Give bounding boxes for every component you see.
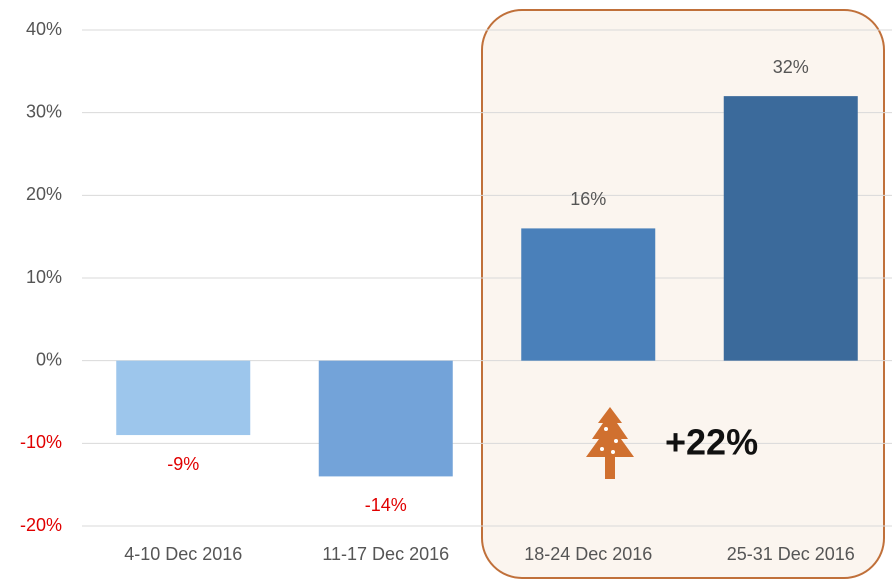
x-tick-label: 4-10 Dec 2016 <box>124 544 242 564</box>
data-label: -9% <box>167 454 199 474</box>
tree-icon <box>586 407 634 479</box>
y-tick-label: 40% <box>26 19 62 39</box>
data-label: 32% <box>773 57 809 77</box>
data-label: -14% <box>365 495 407 515</box>
y-tick-label: -10% <box>20 432 62 452</box>
annotation: +22% <box>665 422 758 463</box>
y-tick-label: 20% <box>26 184 62 204</box>
y-tick-label: 0% <box>36 349 62 369</box>
x-tick-label: 25-31 Dec 2016 <box>727 544 855 564</box>
bar <box>318 360 453 477</box>
x-tick-label: 18-24 Dec 2016 <box>524 544 652 564</box>
bar <box>723 96 858 361</box>
marks <box>116 96 858 477</box>
x-tick-label: 11-17 Dec 2016 <box>322 544 449 564</box>
bar <box>116 360 251 436</box>
data-label: 16% <box>570 189 606 209</box>
y-tick-label: 30% <box>26 101 62 121</box>
y-tick-label: 10% <box>26 267 62 287</box>
bar <box>521 228 656 361</box>
y-tick-label: -20% <box>20 515 62 535</box>
